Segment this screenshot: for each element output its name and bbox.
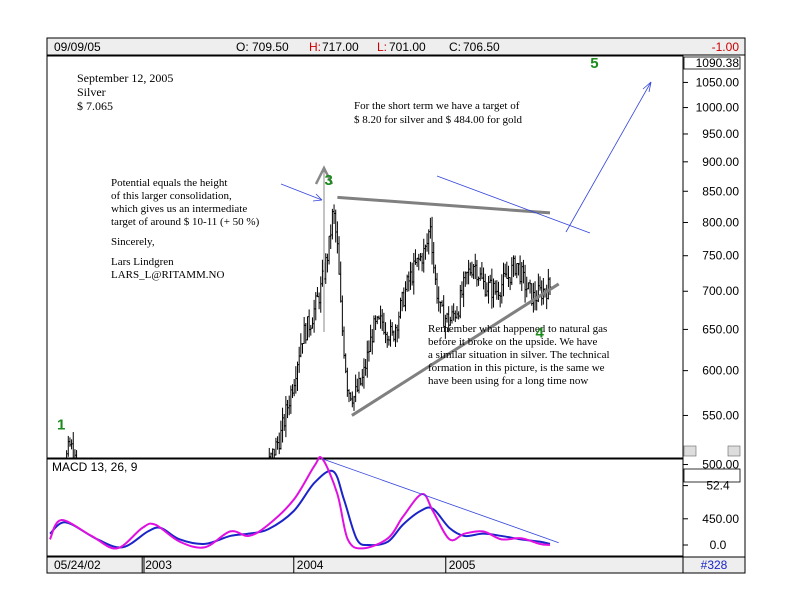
price-tick-label: 600.00 [702, 364, 739, 378]
open-label: O: [236, 40, 249, 54]
potential-arrow-line [280, 183, 323, 201]
potential-line-4: target of around $ 10-11 (+ 50 %) [111, 216, 260, 228]
price-tick-label: 550.00 [702, 408, 739, 422]
annotations: September 12, 2005 Silver $ 7.065 For th… [77, 71, 610, 387]
log-scale-button[interactable] [683, 445, 697, 457]
potential-line-2: of this larger consolidation, [111, 190, 232, 202]
price-tick-label: 750.00 [702, 249, 739, 263]
price-tick-label: 650.00 [702, 322, 739, 336]
author-email: LARS_L@RITAMM.NO [111, 269, 225, 281]
low-label: L: [377, 40, 387, 54]
remember-line-1: Remember what happened to natural gas [428, 323, 607, 335]
remember-line-2: before it broke on the upside. We have [428, 336, 597, 348]
macd-axis-top-box [683, 468, 741, 483]
macd-pane [46, 458, 684, 557]
price-axis: 1090.38 1050.00 1000.00 950.00 900.00 850.00 8… [683, 56, 739, 526]
target-arrow-head [642, 81, 652, 93]
chart-id: #328 [701, 558, 728, 572]
quote-header: 09/09/05 O: 709.50 H: 717.00 L: 701.00 C… [46, 37, 746, 56]
info-line-symbol: Silver [77, 85, 106, 99]
header-date: 09/09/05 [54, 40, 101, 54]
target-line-1: For the short term we have a target of [354, 100, 520, 112]
price-tick-label: 800.00 [702, 215, 739, 229]
header-bar [46, 37, 746, 56]
potential-line-3: which gives us an intermediate [111, 203, 247, 215]
price-tick-label: 1000.00 [696, 101, 740, 115]
wave-label-5: 5 [590, 55, 598, 72]
chart-id-box [682, 556, 746, 574]
target-arrow-line [565, 81, 652, 233]
year-label: 2005 [449, 558, 476, 572]
potential-arrow-head [312, 193, 323, 202]
price-axis-top-box [683, 56, 741, 70]
macd-series-macd [49, 469, 551, 549]
macd-tick-label: 0.0 [710, 538, 727, 552]
wave-label-3: 3 [324, 172, 332, 189]
inner-trendline [436, 175, 591, 234]
price-tick-label: 450.00 [702, 512, 739, 526]
change-value: -1.00 [712, 40, 740, 54]
remember-line-3: a similar situation in silver. The techn… [428, 349, 610, 361]
start-date: 05/24/02 [54, 558, 101, 572]
year-label: 2003 [145, 558, 172, 572]
remember-line-4: formation in this picture, is the same w… [428, 362, 605, 374]
price-tick-label: 1090.38 [696, 56, 740, 70]
price-overlays [280, 81, 652, 417]
open-value: 709.50 [252, 40, 289, 54]
info-line-date: September 12, 2005 [77, 71, 173, 85]
macd-trendline [322, 458, 559, 544]
info-line-price: $ 7.065 [77, 99, 113, 113]
height-measure-arrowhead [314, 165, 334, 185]
price-tick-label: 700.00 [702, 284, 739, 298]
price-pane [46, 55, 684, 459]
price-tick-label: 850.00 [702, 184, 739, 198]
signoff-line: Sincerely, [111, 236, 155, 248]
scale-button[interactable] [727, 445, 741, 457]
macd-axis: 52.4 0.0 [683, 479, 730, 552]
year-label: 2004 [297, 558, 324, 572]
price-tick-label: 900.00 [702, 155, 739, 169]
wave-label-1: 1 [57, 417, 65, 434]
wave-label-4: 4 [535, 324, 544, 341]
price-tick-label: 500.00 [702, 458, 739, 472]
price-tick-label: 950.00 [702, 127, 739, 141]
macd-lines [49, 455, 559, 550]
author-name: Lars Lindgren [111, 256, 174, 268]
high-label: H: [309, 40, 321, 54]
macd-series-signal [49, 455, 551, 550]
macd-tick-label: 52.4 [706, 479, 730, 493]
target-line-2: $ 8.20 for silver and $ 484.00 for gold [354, 114, 523, 126]
trendline-lower [351, 282, 560, 417]
trendline-upper [337, 195, 551, 215]
potential-line-1: Potential equals the height [111, 177, 227, 189]
remember-line-5: have been using for a long time now [428, 375, 588, 387]
close-label: C: [449, 40, 461, 54]
year-labels: 2003 2004 2005 [141, 557, 476, 573]
high-value: 717.00 [322, 40, 359, 54]
start-date-box [46, 556, 145, 574]
price-tick-label: 1050.00 [696, 75, 740, 89]
close-value: 706.50 [463, 40, 500, 54]
low-value: 701.00 [389, 40, 426, 54]
macd-title: MACD 13, 26, 9 [52, 460, 138, 474]
